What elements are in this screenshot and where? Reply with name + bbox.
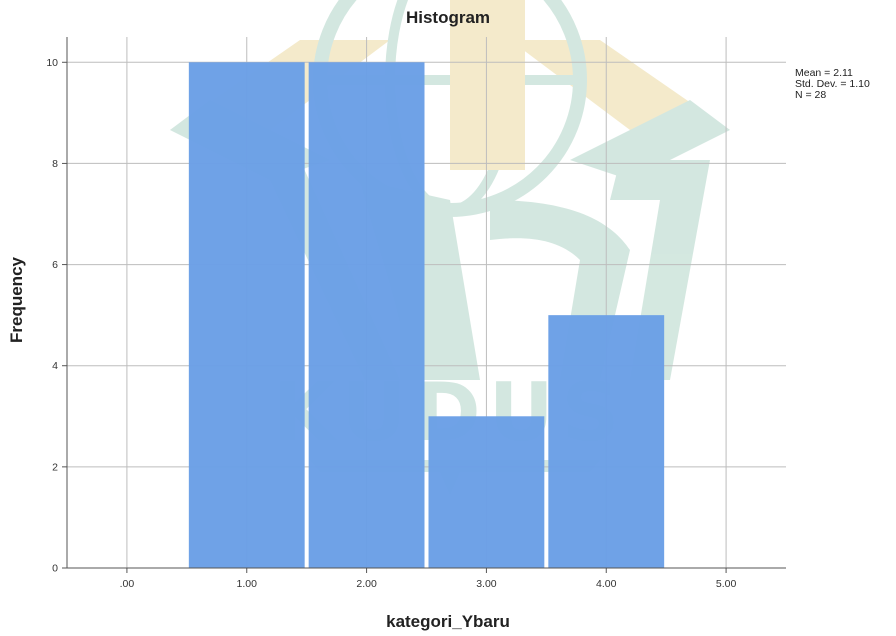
stat-n: N = 28: [795, 89, 827, 101]
histogram-bar-2: [308, 62, 425, 569]
stat-mean: Mean = 2.11: [795, 67, 853, 79]
x-tick-label: 3.00: [476, 578, 497, 590]
histogram-bar-4: [548, 315, 665, 568]
x-tick-label: 5.00: [716, 578, 737, 590]
x-tick-label: 4.00: [596, 578, 617, 590]
histogram-bar-1: [188, 62, 305, 569]
y-tick-label: 4: [52, 360, 58, 372]
x-tick-label: .00: [120, 578, 135, 590]
stat-std-dev: Std. Dev. = 1.10: [795, 78, 870, 90]
x-axis-label: kategori_Ybaru: [386, 612, 510, 631]
summary-stats: Mean = 2.11 Std. Dev. = 1.10 N = 28: [795, 68, 870, 101]
x-tick-label: 1.00: [237, 578, 258, 590]
x-tick-label: 2.00: [356, 578, 377, 590]
chart-title: Histogram: [405, 8, 491, 27]
y-tick-label: 0: [52, 563, 58, 575]
histogram-bar-3: [428, 416, 545, 568]
y-tick-label: 10: [46, 57, 58, 69]
y-tick-label: 6: [52, 259, 58, 271]
y-tick-label: 2: [52, 461, 58, 473]
y-tick-label: 8: [52, 158, 58, 170]
y-axis-label: Frequency: [7, 257, 26, 343]
